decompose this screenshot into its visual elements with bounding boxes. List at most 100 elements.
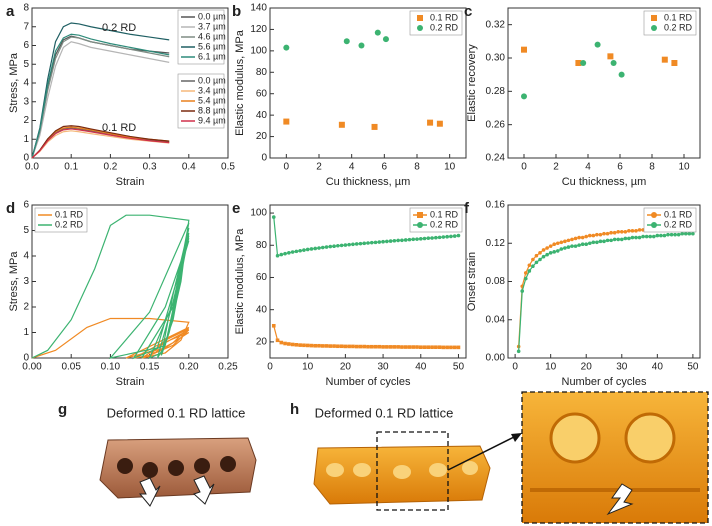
marker xyxy=(351,242,355,247)
marker xyxy=(328,244,333,249)
marker xyxy=(411,237,416,242)
marker xyxy=(362,241,367,246)
marker xyxy=(516,349,521,354)
y-tick-label: 5 xyxy=(23,59,29,70)
marker xyxy=(651,234,656,239)
series-line xyxy=(31,317,190,359)
marker xyxy=(594,41,601,48)
marker xyxy=(358,241,363,246)
marker xyxy=(302,248,306,252)
marker xyxy=(417,222,423,228)
series-line xyxy=(31,33,170,159)
marker xyxy=(577,235,581,240)
y-tick-label: 60 xyxy=(256,272,268,283)
marker xyxy=(317,246,321,250)
x-tick-label: 2 xyxy=(316,162,322,173)
marker xyxy=(651,222,657,228)
marker xyxy=(570,244,574,248)
marker xyxy=(351,344,355,349)
marker xyxy=(627,229,631,233)
marker xyxy=(371,123,378,130)
marker xyxy=(452,345,457,350)
marker xyxy=(403,238,408,242)
marker xyxy=(527,263,532,268)
marker xyxy=(566,245,571,249)
marker xyxy=(320,245,325,250)
y-tick-label: 60 xyxy=(256,88,268,99)
y-tick-label: 0.32 xyxy=(486,19,506,30)
photo-resin-lattice xyxy=(313,391,709,524)
marker xyxy=(651,212,657,218)
x-tick-label: 6 xyxy=(617,162,623,173)
x-tick-label: 0.20 xyxy=(179,362,199,373)
marker xyxy=(369,344,374,349)
marker xyxy=(534,253,539,258)
legend-label: 3.4 µm xyxy=(198,85,226,95)
marker xyxy=(366,344,370,349)
series-line xyxy=(31,130,170,159)
marker xyxy=(324,344,329,348)
marker xyxy=(434,345,438,350)
y-tick-label: 4 xyxy=(23,251,29,262)
x-axis-label: Strain xyxy=(116,176,145,188)
x-tick-label: 0.25 xyxy=(218,362,238,373)
marker xyxy=(283,341,287,346)
y-tick-label: 0.00 xyxy=(486,353,506,364)
marker xyxy=(407,237,412,242)
marker xyxy=(598,239,603,244)
marker xyxy=(648,234,653,239)
panel-label: a xyxy=(6,3,15,20)
marker xyxy=(610,60,617,66)
marker xyxy=(531,264,535,269)
marker xyxy=(575,60,582,66)
marker xyxy=(641,234,645,239)
marker xyxy=(545,246,549,250)
marker xyxy=(523,271,528,275)
marker xyxy=(373,240,378,245)
marker xyxy=(294,342,299,347)
y-tick-label: 4 xyxy=(23,78,29,89)
marker xyxy=(279,340,284,345)
marker xyxy=(271,323,276,328)
x-tick-label: 20 xyxy=(340,362,352,373)
marker xyxy=(343,243,348,247)
marker xyxy=(422,345,427,350)
legend-label: 0.0 µm xyxy=(198,75,226,85)
legend-label: 5.4 µm xyxy=(198,95,226,105)
marker xyxy=(452,234,457,238)
marker xyxy=(396,238,400,243)
series-line xyxy=(31,128,170,159)
marker xyxy=(283,44,290,51)
panel-label: e xyxy=(232,200,240,217)
y-tick-label: 2 xyxy=(23,115,29,126)
x-tick-label: 10 xyxy=(545,362,557,373)
marker xyxy=(623,236,628,241)
marker xyxy=(669,232,674,237)
legend-label: 6.1 µm xyxy=(198,51,226,61)
x-tick-label: 0.15 xyxy=(140,362,160,373)
x-tick-label: 30 xyxy=(378,362,390,373)
marker xyxy=(548,244,553,248)
marker xyxy=(403,345,408,349)
marker xyxy=(339,243,344,248)
marker xyxy=(449,345,453,350)
legend-label: 0.2 RD xyxy=(55,219,84,229)
marker xyxy=(445,234,449,239)
marker xyxy=(336,344,340,349)
y-tick-label: 5 xyxy=(23,225,29,236)
marker xyxy=(580,235,585,240)
marker xyxy=(436,120,443,127)
marker xyxy=(673,232,677,237)
marker xyxy=(651,15,657,21)
marker xyxy=(637,228,642,232)
marker xyxy=(445,345,449,350)
panel-label: b xyxy=(232,3,241,20)
marker xyxy=(559,247,564,251)
legend-label: 4.6 µm xyxy=(198,31,226,41)
marker xyxy=(382,36,389,43)
y-axis-label: Elastic modulus, MPa xyxy=(234,29,246,136)
marker xyxy=(598,232,603,237)
y-axis-label: Elastic recovery xyxy=(466,44,478,122)
marker xyxy=(521,93,527,100)
marker xyxy=(381,239,385,244)
